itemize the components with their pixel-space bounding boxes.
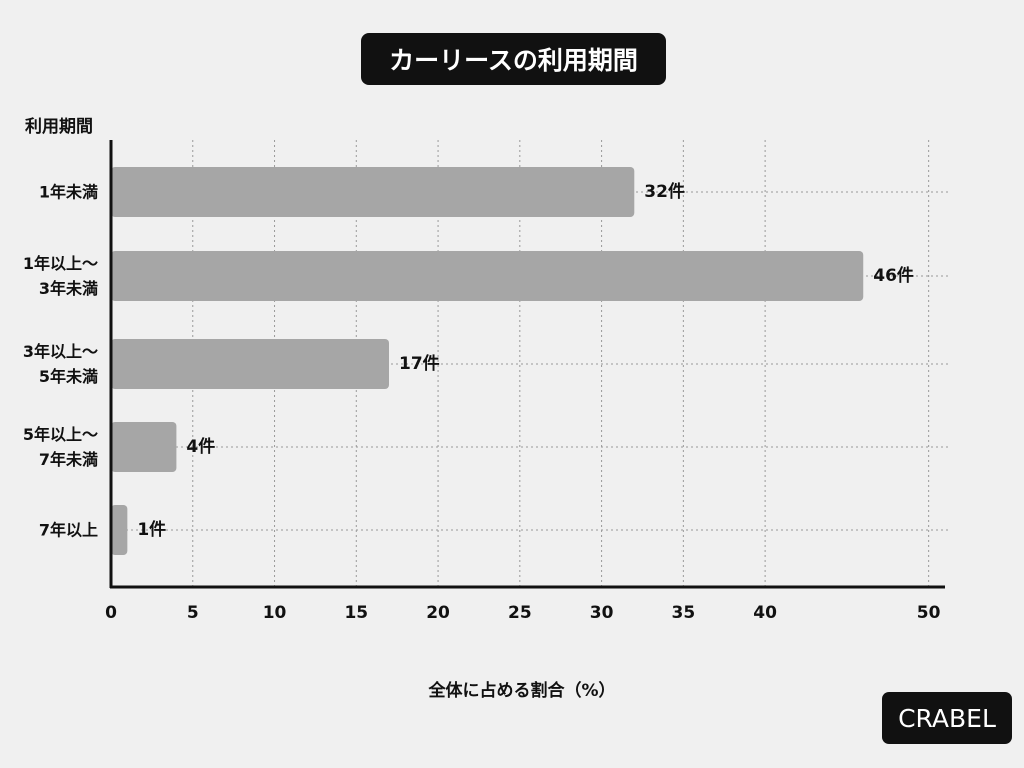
bar <box>111 167 635 217</box>
y-tick-label: 7年以上 <box>38 520 98 540</box>
x-tick-label: 20 <box>426 603 450 623</box>
value-label: 46件 <box>873 265 914 286</box>
x-tick-label: 15 <box>344 603 368 623</box>
x-tick-label: 10 <box>263 603 287 623</box>
bar <box>111 422 177 472</box>
chart-title: カーリースの利用期間 <box>361 33 666 85</box>
x-tick-label: 30 <box>590 603 614 623</box>
y-tick-label: 1年未満 <box>38 182 98 202</box>
y-tick-label: 5年以上〜 7年未満 <box>22 425 98 469</box>
value-label: 4件 <box>186 436 215 457</box>
bar <box>111 339 389 389</box>
value-label: 17件 <box>399 353 440 374</box>
x-tick-label: 35 <box>672 603 696 623</box>
x-tick-label: 25 <box>508 603 532 623</box>
logo: CRABEL <box>882 692 1012 744</box>
value-label: 32件 <box>644 181 685 202</box>
y-tick-label: 3年以上〜 5年未満 <box>22 342 98 386</box>
x-tick-label: 0 <box>105 603 117 623</box>
x-axis-title: 全体に占める割合（%） <box>427 680 615 701</box>
x-tick-label: 40 <box>753 603 777 623</box>
x-tick-label: 50 <box>917 603 941 623</box>
bar <box>111 505 128 555</box>
value-label: 1件 <box>137 519 166 540</box>
y-axis-title: 利用期間 <box>25 116 93 137</box>
y-tick-label: 1年以上〜 3年未満 <box>22 254 98 298</box>
bar <box>111 251 864 301</box>
x-tick-label: 5 <box>187 603 199 623</box>
